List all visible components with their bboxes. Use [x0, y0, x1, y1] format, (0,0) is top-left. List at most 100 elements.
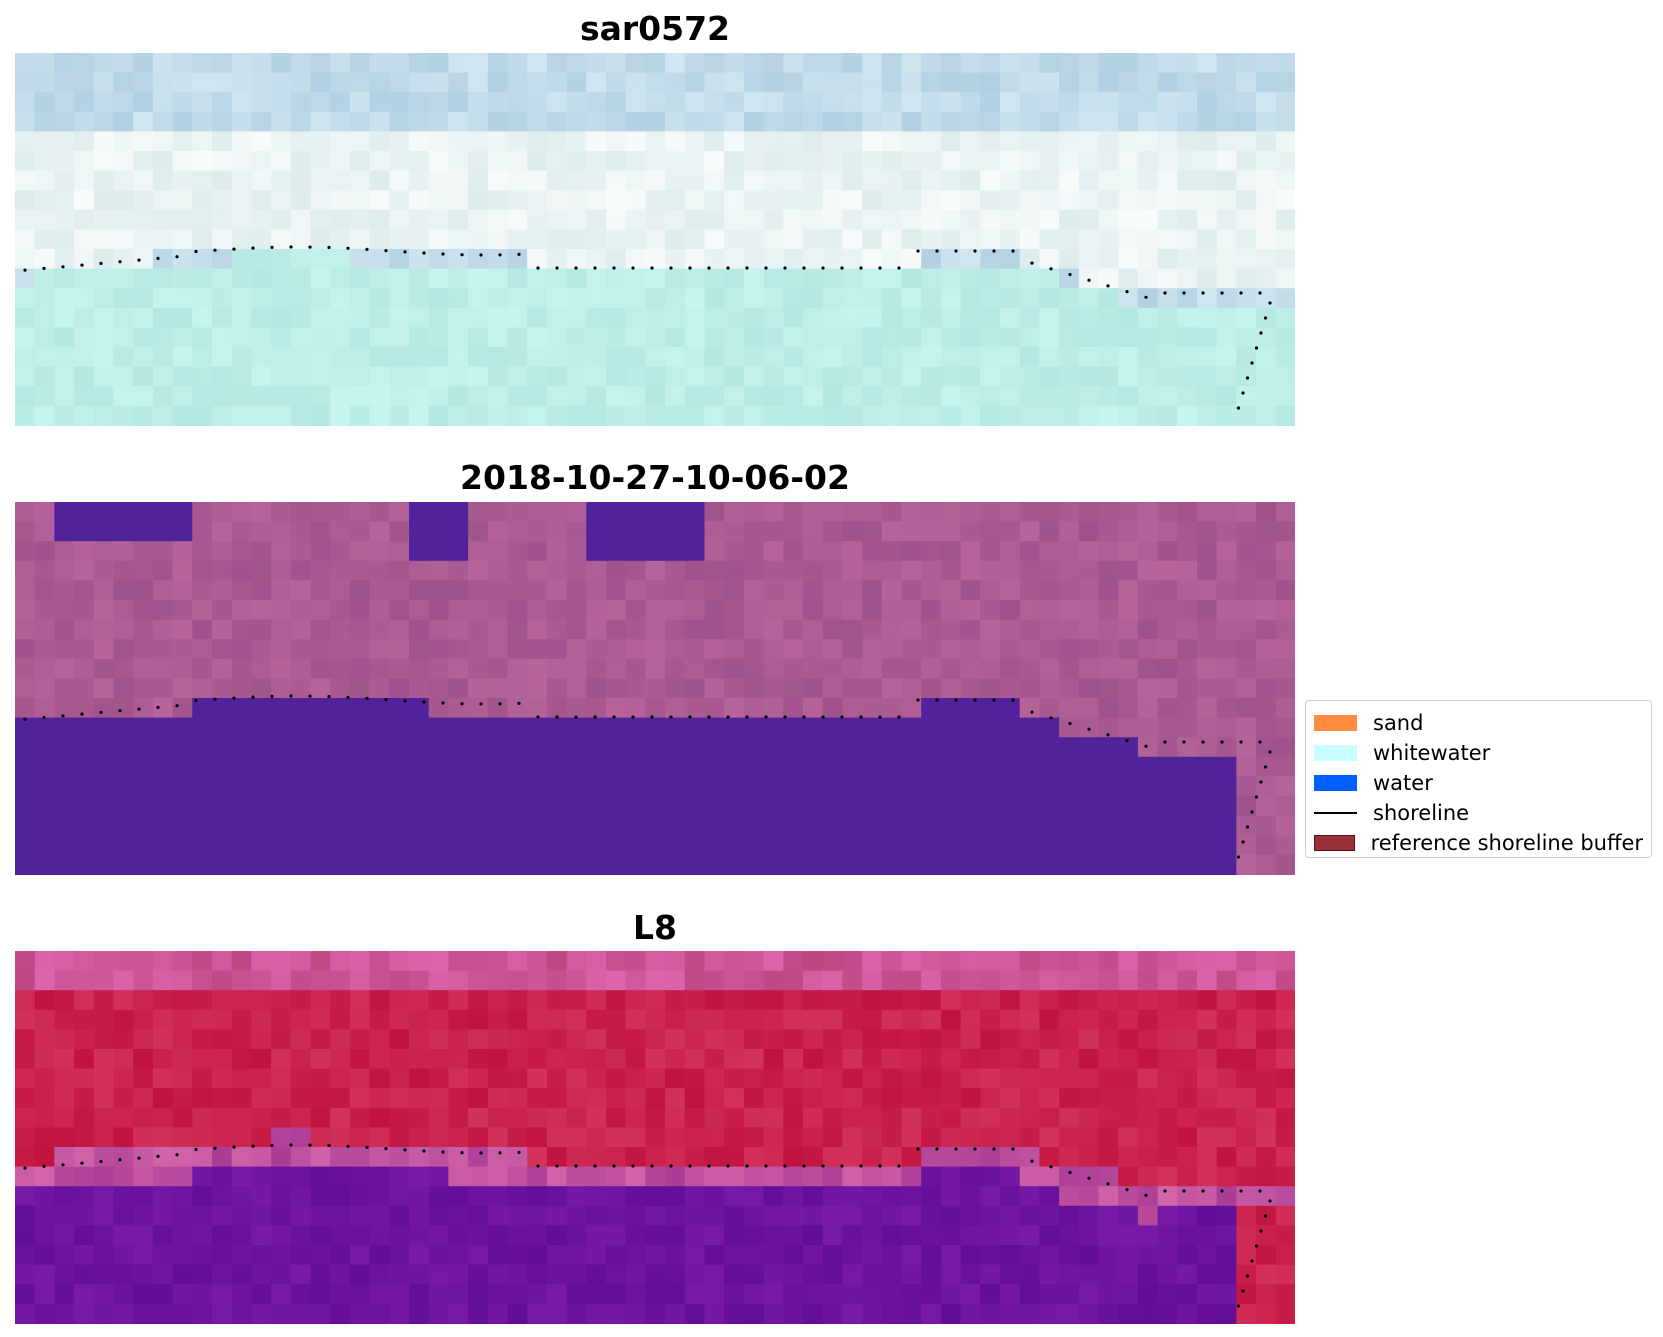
pixel-cell: [1059, 1225, 1080, 1246]
pixel-cell: [783, 560, 804, 581]
pixel-cell: [1236, 366, 1257, 387]
pixel-cell: [940, 737, 962, 758]
pixel-cell: [783, 190, 804, 211]
pixel-cell: [1157, 1127, 1178, 1148]
pixel-cell: [172, 1068, 193, 1089]
pixel-cell: [1019, 190, 1040, 211]
pixel-cell: [251, 1147, 272, 1168]
pixel-cell: [290, 580, 312, 601]
pixel-cell: [468, 1225, 489, 1246]
pixel-cell: [1197, 53, 1218, 74]
pixel-cell: [1236, 347, 1257, 368]
pixel-cell: [271, 1049, 292, 1070]
pixel-cell: [271, 72, 292, 93]
pixel-cell: [546, 619, 568, 640]
pixel-cell: [1216, 541, 1237, 562]
pixel-cell: [1000, 386, 1021, 407]
pixel-cell: [546, 658, 568, 679]
pixel-cell: [1197, 639, 1218, 660]
pixel-cell: [960, 521, 981, 542]
pixel-cell: [763, 639, 784, 660]
pixel-cell: [1098, 521, 1119, 542]
pixel-cell: [1256, 502, 1277, 523]
pixel-cell: [448, 307, 469, 328]
pixel-cell: [349, 502, 371, 523]
pixel-cell: [251, 580, 272, 601]
pixel-cell: [231, 131, 252, 152]
pixel-cell: [1098, 541, 1119, 562]
pixel-cell: [881, 1264, 903, 1285]
pixel-cell: [133, 131, 154, 152]
pixel-cell: [1236, 1186, 1257, 1207]
pixel-cell: [803, 1186, 824, 1207]
pixel-cell: [448, 698, 469, 719]
pixel-cell: [1137, 1186, 1159, 1207]
pixel-cell: [1000, 1284, 1021, 1305]
pixel-cell: [763, 951, 784, 972]
pixel-cell: [1236, 560, 1257, 581]
pixel-cell: [507, 53, 528, 74]
pixel-cell: [487, 1127, 509, 1148]
pixel-cell: [763, 1088, 784, 1109]
pixel-cell: [960, 347, 981, 368]
pixel-cell: [15, 521, 36, 542]
pixel-cell: [1137, 835, 1159, 856]
pixel-cell: [152, 405, 174, 426]
pixel-cell: [665, 288, 686, 309]
pixel-cell: [192, 170, 213, 191]
pixel-cell: [1236, 1049, 1257, 1070]
pixel-cell: [15, 580, 36, 601]
pixel-cell: [566, 835, 587, 856]
shoreline-point: [289, 245, 293, 249]
pixel-cell: [1157, 190, 1178, 211]
shoreline-dots: [23, 245, 1272, 410]
pixel-cell: [1197, 678, 1218, 699]
pixel-cell: [172, 170, 193, 191]
pixel-cell: [172, 307, 193, 328]
pixel-cell: [487, 1009, 509, 1030]
pixel-cell: [74, 1205, 95, 1226]
pixel-cell: [606, 1088, 627, 1109]
pixel-cell: [369, 307, 390, 328]
pixel-cell: [862, 698, 883, 719]
pixel-cell: [940, 1147, 962, 1168]
pixel-cell: [251, 541, 272, 562]
pixel-cell: [606, 1225, 627, 1246]
pixel-cell: [34, 190, 55, 211]
pixel-cell: [921, 1049, 942, 1070]
pixel-cell: [842, 1245, 863, 1266]
pixel-cell: [1118, 1225, 1139, 1246]
pixel-cell: [881, 1147, 903, 1168]
pixel-cell: [152, 580, 174, 601]
pixel-cell: [231, 502, 252, 523]
pixel-cell: [724, 756, 745, 777]
pixel-cell: [1157, 600, 1178, 621]
pixel-cell: [803, 951, 824, 972]
pixel-cell: [34, 678, 55, 699]
pixel-cell: [763, 970, 784, 991]
pixel-cell: [448, 1147, 469, 1168]
pixel-cell: [113, 249, 134, 270]
pixel-cell: [1137, 1264, 1159, 1285]
pixel-cell: [625, 1303, 646, 1324]
pixel-cell: [822, 541, 843, 562]
pixel-cell: [251, 658, 272, 679]
pixel-cell: [527, 405, 548, 426]
pixel-cell: [409, 737, 430, 758]
shoreline-point: [1163, 1189, 1167, 1193]
pixel-cell: [1059, 756, 1080, 777]
pixel-cell: [921, 1147, 942, 1168]
pixel-cell: [133, 307, 154, 328]
pixel-cell: [980, 229, 1001, 250]
pixel-cell: [271, 190, 292, 211]
shoreline-point: [707, 266, 711, 270]
pixel-cell: [409, 288, 430, 309]
pixel-cell: [881, 737, 903, 758]
pixel-cell: [1177, 1303, 1198, 1324]
pixel-cell: [783, 405, 804, 426]
pixel-cell: [842, 1264, 863, 1285]
pixel-cell: [290, 327, 312, 348]
pixel-cell: [980, 1166, 1001, 1187]
pixel-cell: [192, 229, 213, 250]
pixel-cell: [251, 190, 272, 211]
